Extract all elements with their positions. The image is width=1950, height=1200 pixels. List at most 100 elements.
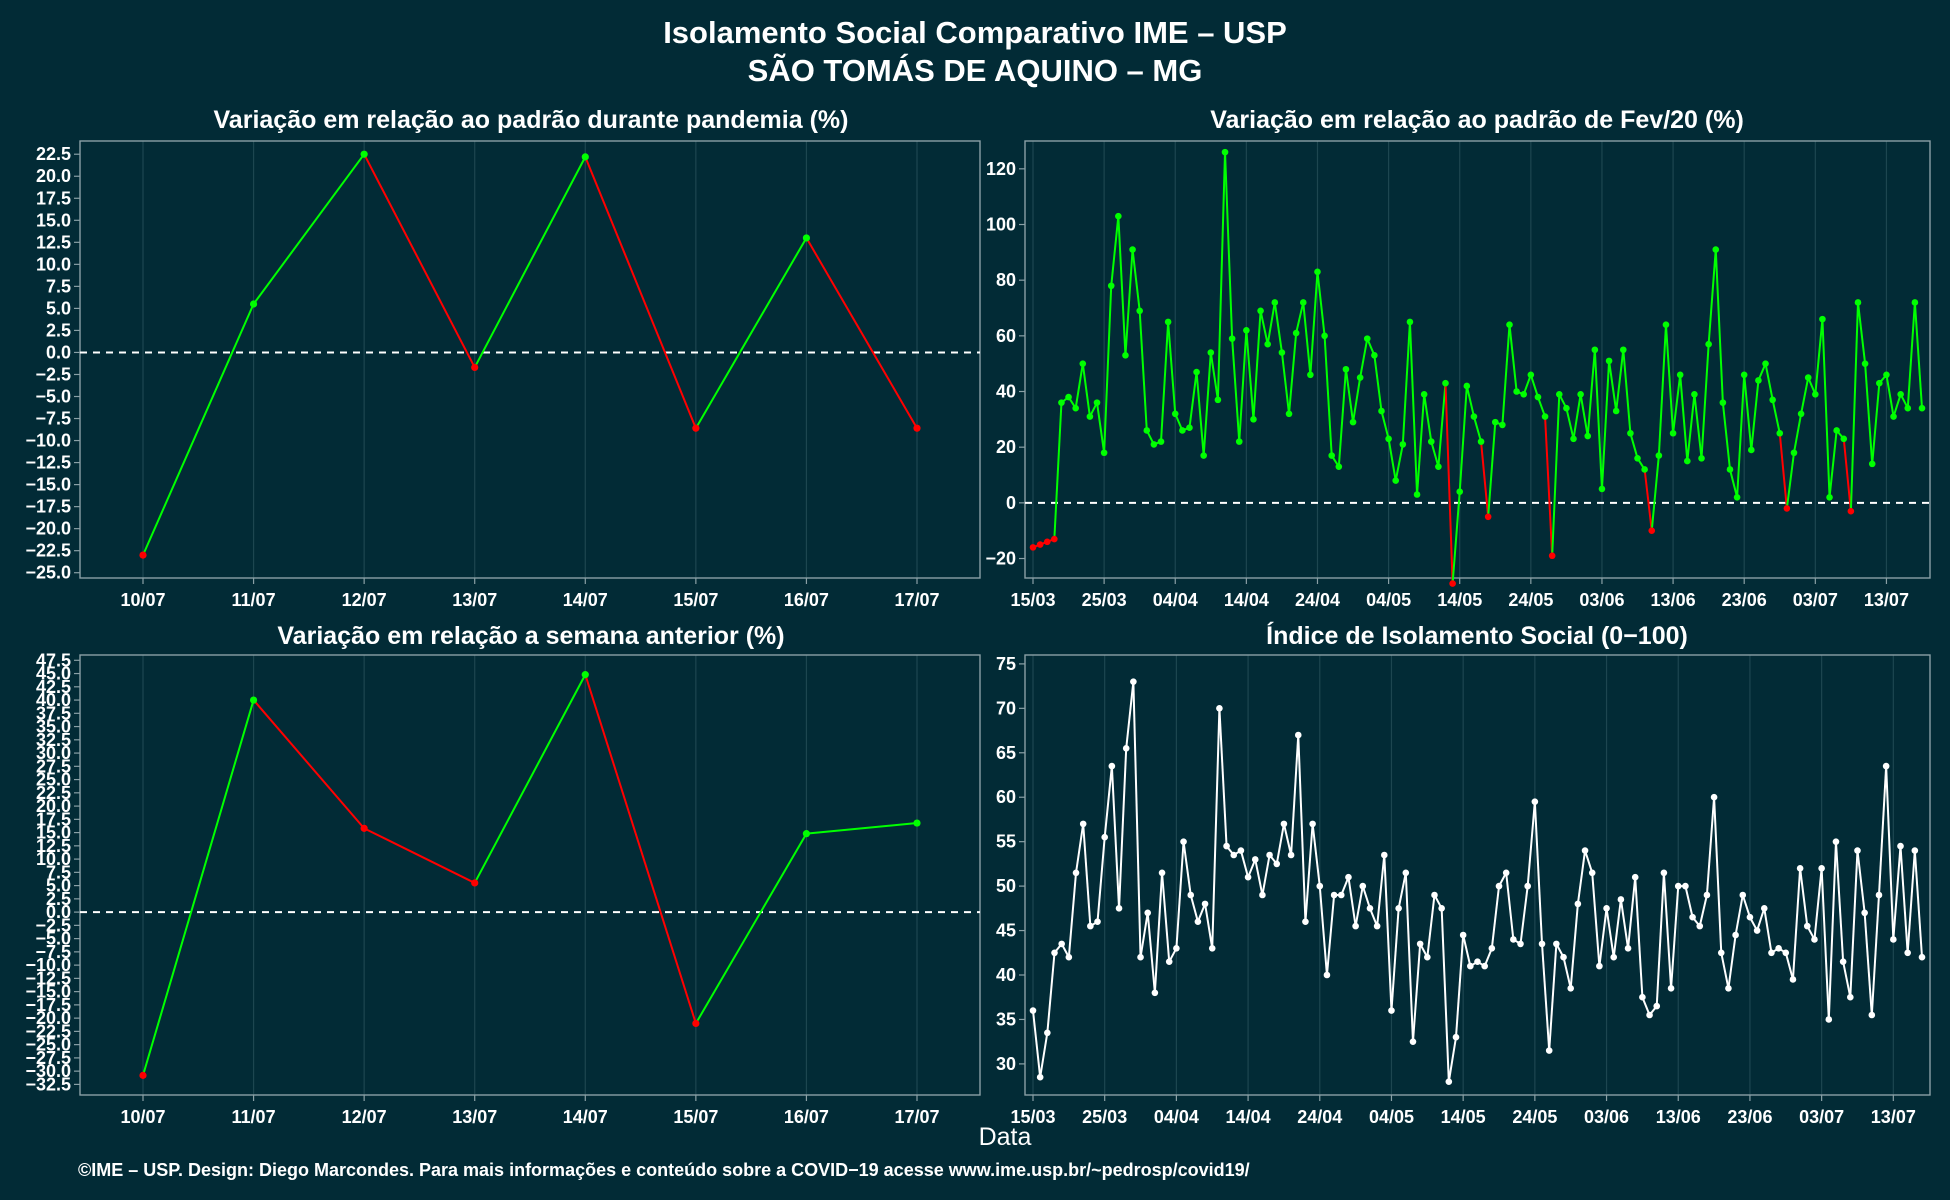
data-point-feb20 [1136,307,1143,315]
data-point-prevweek [360,824,368,832]
data-point-index [1402,869,1410,877]
footer-credits: ©IME – USP. Design: Diego Marcondes. Par… [78,1160,1250,1180]
series-segment-index [1720,952,1730,989]
data-point-index [1044,1029,1051,1037]
series-segment-index [1842,961,1852,998]
y-tick-label-prevweek: −10.0 [25,955,71,975]
data-point-feb20 [1207,349,1215,356]
data-point-index [1596,962,1603,970]
data-point-feb20 [1449,580,1456,587]
x-tick-label-index: 14/05 [1441,1107,1486,1127]
data-point-feb20 [1911,299,1919,306]
series-segment-feb20 [1401,321,1411,445]
series-segment-index [1820,868,1830,1020]
data-point-index [1760,905,1768,912]
series-segment-feb20 [1522,374,1532,395]
data-point-index [1653,1002,1661,1010]
data-point-index [1495,882,1503,890]
series-segment-feb20 [1551,394,1561,556]
data-point-index [1739,891,1747,899]
y-tick-label-prevweek: 10.0 [36,849,71,869]
data-point-prevweek [249,696,258,704]
data-point-feb20 [1605,357,1613,365]
data-point-index [1230,851,1238,859]
y-tick-label-prevweek: 20.0 [36,796,71,816]
data-point-feb20 [1555,390,1563,398]
y-tick-label-prevweek: 12.5 [36,836,71,856]
series-segment-index [1175,841,1185,949]
y-tick-label-prevweek: 25.0 [36,770,71,790]
series-segment-feb20 [1714,249,1724,403]
data-point-index [1337,891,1345,899]
series-segment-feb20 [1302,302,1312,375]
series-segment-prevweek [363,827,476,884]
y-tick-label-prevweek: −17.5 [25,995,71,1015]
y-tick-label-prevweek: −20.0 [25,1008,71,1028]
series-segment-feb20 [1565,407,1575,440]
x-tick-label-pandemic: 17/07 [894,590,939,610]
series-segment-feb20 [1672,374,1682,434]
data-point-index [1567,985,1575,992]
series-segment-feb20 [1124,249,1134,356]
series-segment-feb20 [1288,332,1298,414]
y-tick-label-pandemic: −22.5 [25,541,71,561]
y-tick-label-index: 70 [996,698,1016,718]
series-segment-index [1849,850,1859,998]
series-segment-feb20 [1693,394,1703,459]
series-segment-index [1591,872,1601,967]
x-tick-label-feb20: 04/04 [1153,590,1198,610]
series-segment-index [1376,854,1386,927]
series-segment-feb20 [1096,402,1106,453]
data-point-index [1137,953,1144,961]
data-point-index [1918,953,1926,961]
series-segment-prevweek [806,822,918,835]
series-segment-feb20 [1266,302,1276,345]
data-point-index [1667,985,1675,992]
x-tick-label-index: 14/04 [1226,1107,1271,1127]
series-segment-feb20 [1160,321,1170,442]
data-point-feb20 [1264,340,1271,348]
data-point-index [1251,856,1259,863]
data-point-index [1574,900,1582,908]
data-point-index [1624,945,1632,952]
data-point-feb20 [1321,332,1328,340]
series-segment-feb20 [1764,363,1774,401]
series-segment-feb20 [1622,349,1632,434]
series-segment-index [1763,908,1773,953]
data-point-feb20 [1619,346,1627,354]
data-point-feb20 [1420,390,1428,398]
x-tick-label-index: 25/03 [1082,1107,1127,1127]
data-point-index [1553,940,1560,948]
y-tick-label-prevweek: 32.5 [36,730,71,750]
data-point-feb20 [1698,455,1705,462]
series-segment-index [1705,797,1716,896]
series-segment-feb20 [1700,344,1710,459]
chart-pandemic-baseline: Variação em relação ao padrão durante pa… [25,106,981,610]
data-point-index [1309,820,1316,828]
series-segment-feb20 [1800,377,1810,414]
data-point-feb20 [1847,507,1855,515]
data-point-index [1789,976,1797,983]
data-point-feb20 [1684,457,1691,465]
x-tick-label-index: 03/07 [1799,1107,1844,1127]
series-segment-feb20 [1856,302,1867,364]
x-tick-label-pandemic: 12/07 [342,590,387,610]
data-point-feb20 [1790,449,1798,457]
data-point-index [1803,922,1811,930]
x-tick-label-prevweek: 11/07 [232,1107,276,1127]
x-tick-label-index: 04/04 [1154,1107,1199,1127]
data-point-index [1811,936,1818,943]
chart-feb20-baseline: Variação em relação ao padrão de Fev/20 … [985,106,1931,610]
data-point-feb20 [1442,379,1449,387]
data-point-index [1266,851,1273,859]
data-point-index [1158,869,1166,877]
series-segment-feb20 [1053,402,1063,540]
series-segment-feb20 [1814,319,1824,395]
data-point-prevweek [581,671,589,679]
y-tick-label-index: 30 [996,1054,1016,1074]
data-point-feb20 [1797,410,1805,418]
series-segment-feb20 [1202,352,1212,456]
y-tick-label-prevweek: 42.5 [36,677,71,697]
data-point-feb20 [1769,396,1776,404]
data-point-index [1560,953,1567,961]
